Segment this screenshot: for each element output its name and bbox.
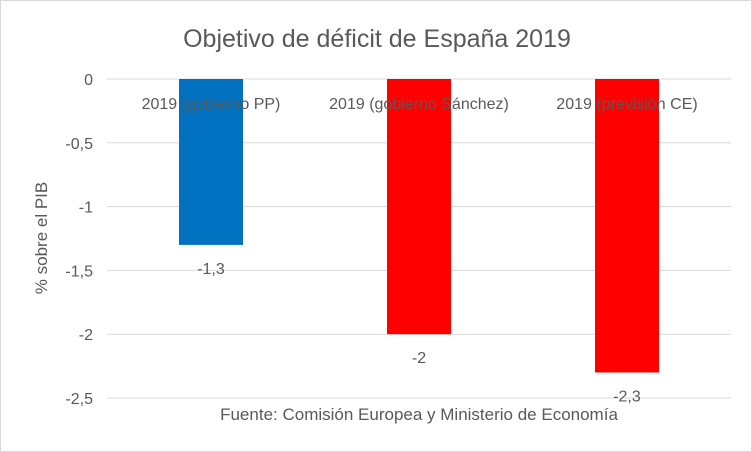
y-tick-label: -2 — [79, 327, 93, 344]
category-labels: 2019 (gobierno PP) 2019 (gobierno Sánchez… — [142, 96, 698, 113]
data-labels: -1,3 -2 -2,3 — [197, 261, 641, 406]
source-annotation: Fuente: Comisión Europea y Ministerio de… — [220, 405, 618, 424]
y-tick-labels: 0 -0,5 -1 -1,5 -2 -2,5 — [65, 72, 93, 408]
bar — [595, 79, 659, 373]
bar — [387, 79, 451, 335]
category-label: 2019 (previsión CE) — [556, 96, 697, 113]
chart-title: Objetivo de déficit de España 2019 — [183, 25, 571, 53]
y-axis-label: % sobre el PIB — [32, 182, 51, 294]
y-tick-label: 0 — [84, 72, 93, 89]
data-label: -1,3 — [197, 261, 225, 278]
data-label: -2,3 — [613, 388, 641, 405]
y-tick-label: -0,5 — [65, 136, 93, 153]
category-label: 2019 (gobierno PP) — [142, 96, 281, 113]
category-label: 2019 (gobierno Sánchez) — [329, 96, 509, 113]
y-tick-label: -2,5 — [65, 391, 93, 408]
bars — [179, 79, 659, 373]
y-tick-label: -1,5 — [65, 263, 93, 280]
data-label: -2 — [412, 350, 426, 367]
y-tick-label: -1 — [79, 200, 93, 217]
bar — [179, 79, 243, 245]
